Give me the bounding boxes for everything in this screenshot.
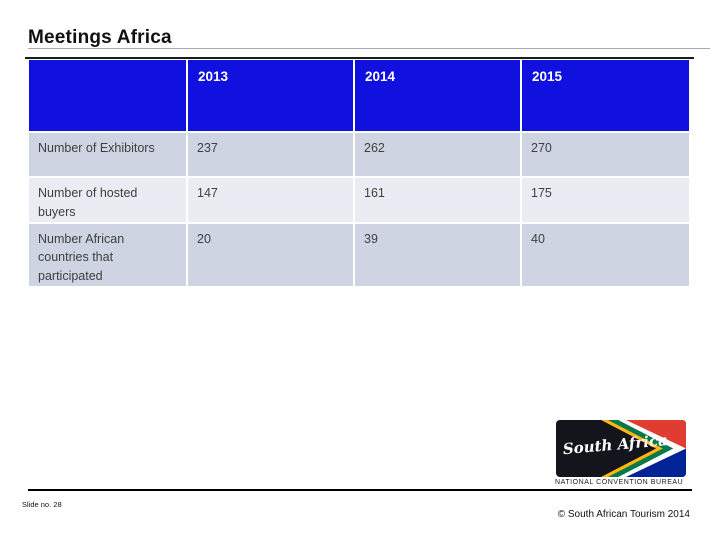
year-header-2015: 2015 [521, 60, 689, 133]
cell-value: 262 [354, 132, 522, 178]
cell-value: 270 [521, 132, 689, 178]
table-row: Number of hosted buyers 147 161 175 [29, 177, 689, 224]
south-africa-logo: South Africa NATIONAL CONVENTION BUREAU [555, 420, 687, 486]
table-header-row: 2013 2014 2015 [29, 60, 689, 133]
meetings-africa-table: 2013 2014 2015 Number of Exhibitors 237 … [29, 60, 689, 286]
row-label: Number African countries that participat… [29, 222, 188, 286]
title-underline-dark [25, 57, 694, 59]
slide-number: Slide no. 28 [22, 500, 62, 509]
cell-value: 161 [354, 177, 522, 224]
row-label: Number of Exhibitors [29, 132, 188, 178]
slide-title: Meetings Africa [28, 27, 172, 48]
cell-value: 175 [521, 177, 689, 224]
table-row: Number of Exhibitors 237 262 270 [29, 132, 689, 178]
year-header-2013: 2013 [187, 60, 355, 133]
cell-value: 147 [187, 177, 355, 224]
cell-value: 237 [187, 132, 355, 178]
south-africa-flag-logo-icon: South Africa [556, 420, 686, 477]
year-header-2014: 2014 [354, 60, 522, 133]
row-label: Number of hosted buyers [29, 177, 188, 224]
cell-value: 39 [354, 222, 522, 286]
table-corner-cell [29, 60, 188, 133]
ncb-label: NATIONAL CONVENTION BUREAU [555, 479, 684, 486]
copyright-text: © South African Tourism 2014 [557, 509, 690, 520]
cell-value: 40 [521, 222, 689, 286]
table-row: Number African countries that participat… [29, 222, 689, 286]
cell-value: 20 [187, 222, 355, 286]
footer-rule [28, 489, 692, 491]
title-underline-light [28, 48, 710, 49]
